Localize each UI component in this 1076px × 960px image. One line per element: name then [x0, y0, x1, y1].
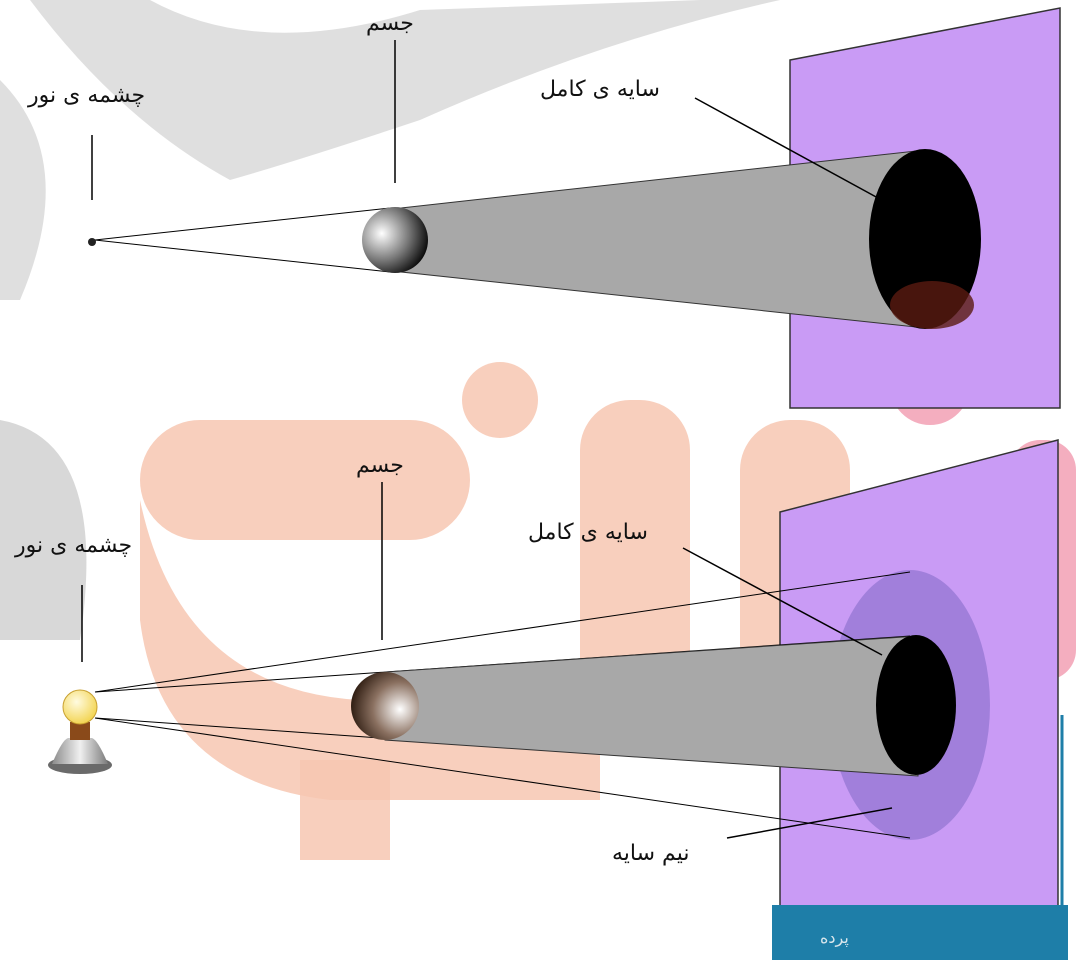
ray-bottom-3 [94, 717, 911, 839]
shadow-cone-top [391, 149, 926, 329]
object-sphere-top [362, 207, 428, 273]
lamp-icon [48, 689, 112, 774]
watermark [0, 0, 1076, 860]
ray-bottom-1 [94, 571, 911, 693]
umbra-label-top: سایه ی کامل [540, 77, 660, 102]
object-label-top: جسم [366, 11, 414, 36]
penumbra-label-bottom: نیم سایه [612, 841, 690, 866]
ray-top-upper [94, 207, 391, 241]
leader-umbra-bottom [682, 547, 883, 656]
leader-penumbra-bottom [726, 807, 893, 839]
leader-umbra-top [694, 97, 879, 199]
umbra-label-bottom: سایه ی کامل [528, 520, 648, 545]
light-source-label-top: چشمه ی نور [28, 83, 146, 108]
point-light-source-top [88, 238, 96, 246]
object-sphere-bottom [351, 672, 419, 740]
umbra-bottom [876, 635, 956, 775]
light-source-label-bottom: چشمه ی نور [15, 533, 133, 558]
screen-label: پرده [820, 928, 849, 947]
umbra-top [869, 149, 981, 329]
object-label-bottom: جسم [356, 453, 404, 478]
screen-base [772, 905, 1068, 960]
ray-top-lower [94, 239, 391, 273]
top-diagram [88, 7, 1061, 409]
bottom-diagram [48, 439, 1068, 960]
